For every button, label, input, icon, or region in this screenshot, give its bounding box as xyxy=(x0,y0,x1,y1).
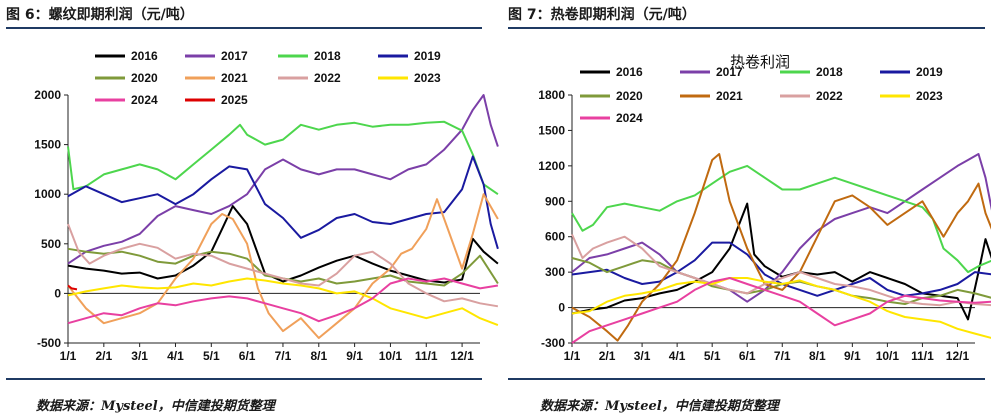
fig7-y-tick-label: 600 xyxy=(545,230,565,244)
fig6-legend-label: 2025 xyxy=(221,93,248,107)
fig6-x-tick-label: 3/1 xyxy=(131,349,148,363)
fig6-series-line-2023 xyxy=(67,277,499,327)
fig7-x-tick-label: 9/1 xyxy=(844,349,861,363)
fig7-y-tick-label: 0 xyxy=(558,301,565,315)
fig7-chart-title: 热卷利润 xyxy=(730,53,790,71)
fig7-x-tick-label: 2/1 xyxy=(599,349,616,363)
figure-7-title: 图 7：热卷即期利润（元/吨） xyxy=(508,7,696,23)
figure-6-top-rule xyxy=(6,27,482,29)
fig6-series-line-2025 xyxy=(67,284,78,291)
fig6-y-tick-label: 0 xyxy=(54,286,61,300)
fig7-legend-label: 2017 xyxy=(716,65,743,79)
fig6-y-tick-label: 2000 xyxy=(34,88,61,102)
fig6-legend-label: 2017 xyxy=(221,49,248,63)
fig6-series-line-2019 xyxy=(67,155,499,250)
fig7-legend-label: 2023 xyxy=(916,89,943,103)
figure-6-bottom-rule xyxy=(6,378,482,380)
fig7-legend-label: 2021 xyxy=(716,89,743,103)
fig7-legend-label: 2024 xyxy=(616,111,643,125)
figure-7-top-rule xyxy=(508,27,985,29)
fig6-legend-label: 2020 xyxy=(131,71,158,85)
fig6-x-tick-label: 6/1 xyxy=(239,349,256,363)
fig7-legend-label: 2022 xyxy=(816,89,843,103)
fig6-y-tick-label: 1500 xyxy=(34,138,61,152)
fig7-x-tick-label: 6/1 xyxy=(739,349,756,363)
fig7-legend-label: 2019 xyxy=(916,65,943,79)
fig7-series-line-2019 xyxy=(571,241,991,297)
fig6-legend-label: 2022 xyxy=(314,71,341,85)
fig7-x-tick-label: 7/1 xyxy=(774,349,791,363)
fig7-series-line-2017 xyxy=(571,153,991,303)
fig6-series-line-2016 xyxy=(67,205,499,284)
fig7-y-tick-label: -300 xyxy=(541,336,565,350)
fig6-y-tick-label: 1000 xyxy=(34,187,61,201)
fig6-x-tick-label: 2/1 xyxy=(95,349,112,363)
fig7-legend-label: 2020 xyxy=(616,89,643,103)
fig6-series-line-2022 xyxy=(67,223,499,308)
fig7-legend-label: 2016 xyxy=(616,65,643,79)
fig6-x-tick-label: 1/1 xyxy=(60,349,77,363)
fig7-y-tick-label: 1500 xyxy=(538,123,565,137)
fig6-legend-label: 2021 xyxy=(221,71,248,85)
fig7-series-line-2022 xyxy=(571,233,991,307)
fig7-legend-label: 2018 xyxy=(816,65,843,79)
fig6-y-tick-label: -500 xyxy=(37,336,61,350)
fig7-series-line-2023 xyxy=(571,277,991,339)
fig6-x-tick-label: 12/1 xyxy=(450,349,474,363)
figure-7-bottom-rule xyxy=(508,378,985,380)
figure-6-title: 图 6：螺纹即期利润（元/吨） xyxy=(6,7,194,23)
fig6-x-tick-label: 4/1 xyxy=(167,349,184,363)
fig7-series-line-2016 xyxy=(571,202,991,321)
fig7-series-line-2021 xyxy=(571,153,991,342)
figure-7-source: 数据来源：Mysteel，中信建投期货整理 xyxy=(540,399,779,414)
fig7-series-line-2024 xyxy=(571,277,991,344)
fig7-x-tick-label: 12/1 xyxy=(946,349,970,363)
fig6-x-tick-label: 8/1 xyxy=(310,349,327,363)
fig7-y-tick-label: 900 xyxy=(545,194,565,208)
fig6-series-line-2024 xyxy=(67,277,499,325)
fig7-x-tick-label: 11/1 xyxy=(911,349,934,363)
fig7-x-tick-label: 4/1 xyxy=(669,349,686,363)
fig6-legend-label: 2016 xyxy=(131,49,158,63)
fig6-legend-label: 2018 xyxy=(314,49,341,63)
fig7-x-tick-label: 10/1 xyxy=(876,349,900,363)
fig6-series-line-2018 xyxy=(67,120,499,196)
fig6-x-tick-label: 10/1 xyxy=(379,349,403,363)
fig7-y-tick-label: 1200 xyxy=(538,159,565,173)
fig6-x-tick-label: 7/1 xyxy=(275,349,292,363)
fig7-x-tick-label: 8/1 xyxy=(809,349,826,363)
fig6-legend-label: 2024 xyxy=(131,93,158,107)
fig6-legend-label: 2023 xyxy=(414,71,441,85)
fig6-legend-label: 2019 xyxy=(414,49,441,63)
fig6-x-tick-label: 5/1 xyxy=(203,349,220,363)
fig7-y-tick-label: 300 xyxy=(545,265,565,279)
fig7-y-tick-label: 1800 xyxy=(538,88,565,102)
fig6-x-tick-label: 9/1 xyxy=(346,349,363,363)
fig6-series-line-2017 xyxy=(67,94,499,265)
fig7-x-tick-label: 3/1 xyxy=(634,349,651,363)
fig6-y-tick-label: 500 xyxy=(41,237,61,251)
fig6-x-tick-label: 11/1 xyxy=(415,349,438,363)
fig7-x-tick-label: 1/1 xyxy=(564,349,581,363)
fig7-series-line-2018 xyxy=(571,164,991,274)
fig7-x-tick-label: 5/1 xyxy=(704,349,721,363)
figure-6-source: 数据来源：Mysteel，中信建投期货整理 xyxy=(36,399,275,414)
